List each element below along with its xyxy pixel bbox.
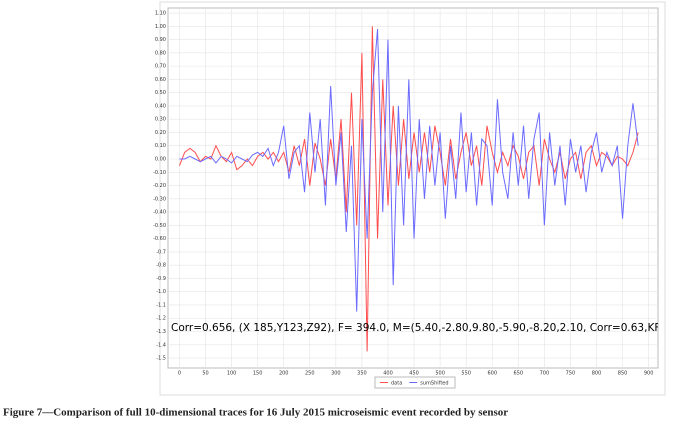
x-tick-label: 450 [409,371,419,377]
x-tick-label: 800 [592,371,602,377]
y-tick-label: -0.50 [153,223,166,229]
y-tick-label: -1.3 [156,329,166,335]
x-tick-label: 750 [566,371,576,377]
x-tick-label: 300 [331,371,341,377]
x-tick-label: 0 [178,371,181,377]
y-tick-label: -1.1 [156,302,166,308]
y-tick-label: -0.20 [153,183,166,189]
y-tick-label: 0.80 [155,50,166,56]
y-tick-label: -1.5 [156,356,166,362]
x-tick-label: 150 [253,371,263,377]
x-tick-label: 250 [305,371,315,377]
y-tick-label: 1.10 [155,11,166,17]
x-tick-label: 100 [227,371,237,377]
y-tick-label: 0.00 [155,157,166,163]
y-tick-label: -0.7 [156,249,166,255]
y-tick-label: -1.4 [156,342,166,348]
legend-label: sumShifted [420,381,448,387]
y-tick-label: -0.40 [153,210,166,216]
y-tick-label: 0.30 [155,117,166,123]
x-tick-label: 200 [279,371,289,377]
x-tick-label: 500 [435,371,445,377]
legend-label: data [391,381,402,387]
x-tick-label: 350 [357,371,367,377]
y-tick-label: 0.90 [155,37,166,43]
caption: Figure 7—Comparison of full 10-dimension… [3,407,508,419]
x-tick-label: 650 [514,371,524,377]
y-tick-label: 0.50 [155,90,166,96]
x-tick-label: 550 [461,371,471,377]
plot-area [167,7,659,369]
y-tick-label: 0.40 [155,103,166,109]
series-line [179,28,639,312]
y-tick-label: 1.00 [155,24,166,30]
x-tick-label: 850 [618,371,628,377]
x-tick-label: 400 [383,371,393,377]
x-tick-label: 600 [487,371,497,377]
y-tick-label: -0.9 [156,276,166,282]
y-tick-label: -1.2 [156,316,166,322]
x-tick-label: 900 [644,371,654,377]
y-tick-label: 0.60 [155,77,166,83]
y-tick-label: -1.0 [156,289,166,295]
annotation: Corr=0.656, (X 185,Y123,Z92), F= 394.0, … [171,322,673,334]
y-tick-label: -0.30 [153,196,166,202]
x-tick-label: 50 [202,371,208,377]
y-tick-label: -0.8 [156,263,166,269]
y-tick-label: 0.70 [155,64,166,70]
y-tick-label: -0.60 [153,236,166,242]
y-tick-label: 0.10 [155,143,166,149]
x-tick-label: 700 [540,371,550,377]
y-tick-label: 0.20 [155,130,166,136]
y-tick-label: -0.10 [153,170,166,176]
